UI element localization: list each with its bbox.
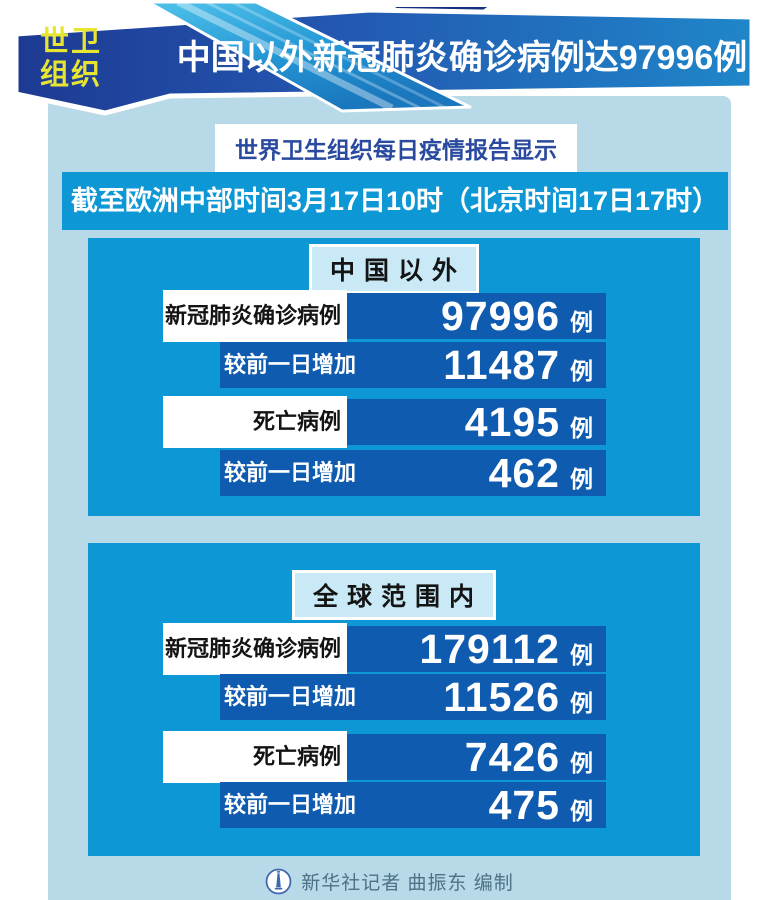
value-unit: 例 xyxy=(570,358,593,384)
row-daily-increase-deaths: 较前一日增加 462 例 xyxy=(220,450,606,496)
row-value-confirmed: 179112 例 xyxy=(347,626,606,672)
ribbon-band-streak-1 xyxy=(176,0,394,112)
row-value-deaths: 7426 例 xyxy=(347,734,606,780)
row-value-confirmed: 97996 例 xyxy=(347,293,606,339)
row-label: 较前一日增加 xyxy=(223,460,356,485)
value-number: 475 xyxy=(488,782,560,828)
value-wrap: 462 例 xyxy=(489,450,593,496)
row-label-confirmed: 新冠肺炎确诊病例 xyxy=(163,623,347,675)
report-source-note: 世界卫生组织每日疫情报告显示 xyxy=(215,124,577,172)
section-global: 全球范围内 新冠肺炎确诊病例 179112 例 较前一日增加 11526 例 死… xyxy=(88,543,700,856)
value-unit: 例 xyxy=(570,642,593,668)
page-title: 中国以外新冠肺炎确诊病例达97996例 xyxy=(176,39,748,77)
ribbon-bar xyxy=(13,7,755,116)
row-label: 较前一日增加 xyxy=(223,352,356,377)
value-unit: 例 xyxy=(570,798,593,824)
row-label: 较前一日增加 xyxy=(223,792,356,817)
value-number: 7426 xyxy=(464,734,560,780)
value-number: 11526 xyxy=(443,674,560,720)
value-number: 4195 xyxy=(464,399,560,445)
row-value-deaths: 4195 例 xyxy=(347,399,606,445)
row-daily-increase-confirmed: 较前一日增加 11487 例 xyxy=(220,342,606,388)
row-label: 较前一日增加 xyxy=(223,684,356,709)
who-badge-line1: 世卫 xyxy=(40,26,103,58)
xinhua-emblem-icon xyxy=(265,868,292,894)
row-label-deaths: 死亡病例 xyxy=(163,731,347,783)
value-wrap: 4195 例 xyxy=(465,399,593,445)
value-number: 179112 xyxy=(419,626,560,672)
value-wrap: 475 例 xyxy=(489,782,593,828)
who-badge-line2: 组织 xyxy=(40,59,103,92)
ribbon-band xyxy=(146,0,472,113)
row-daily-increase-confirmed: 较前一日增加 11526 例 xyxy=(220,674,606,720)
header-ribbon xyxy=(13,0,755,116)
value-unit: 例 xyxy=(570,690,593,716)
value-number: 11487 xyxy=(443,342,560,388)
ribbon-band-streak-3 xyxy=(231,0,447,110)
value-wrap: 179112 例 xyxy=(419,626,593,672)
value-unit: 例 xyxy=(570,415,593,441)
value-number: 97996 xyxy=(440,293,560,339)
value-wrap: 11487 例 xyxy=(443,342,593,388)
value-wrap: 11526 例 xyxy=(443,674,593,720)
footer-credit: 新华社记者 曲振东 编制 xyxy=(48,864,731,898)
row-label-confirmed: 新冠肺炎确诊病例 xyxy=(163,290,347,342)
value-unit: 例 xyxy=(570,466,593,492)
value-unit: 例 xyxy=(570,750,593,776)
as-of-time-bar: 截至欧洲中部时间3月17日10时（北京时间17日17时） xyxy=(62,172,728,230)
row-daily-increase-deaths: 较前一日增加 475 例 xyxy=(220,782,606,828)
section-heading: 全球范围内 xyxy=(291,570,497,620)
value-number: 462 xyxy=(488,450,560,496)
section-heading: 中国以外 xyxy=(308,244,480,294)
ribbon-band-streak-2 xyxy=(205,0,421,110)
who-badge: 世卫 组织 xyxy=(40,26,102,93)
credit-text: 新华社记者 曲振东 编制 xyxy=(301,872,514,894)
value-wrap: 7426 例 xyxy=(465,734,593,780)
section-outside-china: 中国以外 新冠肺炎确诊病例 97996 例 较前一日增加 11487 例 死亡病… xyxy=(88,238,700,516)
value-wrap: 97996 例 xyxy=(441,293,593,339)
row-label-deaths: 死亡病例 xyxy=(163,396,347,448)
value-unit: 例 xyxy=(570,309,593,335)
